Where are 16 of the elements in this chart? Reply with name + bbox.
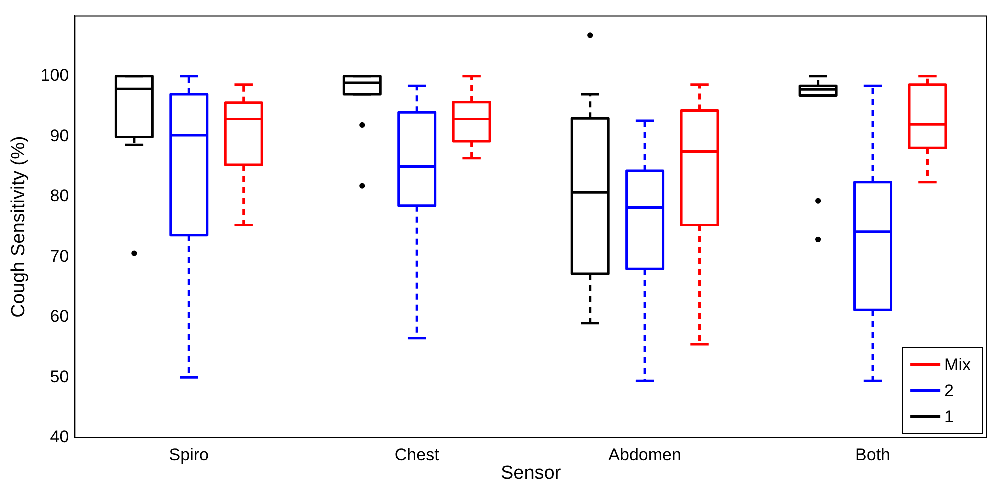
y-tick-label: 40 [50, 427, 70, 446]
y-tick-label: 100 [40, 66, 70, 86]
y-axis-title: Cough Sensitivity (%) [8, 136, 30, 318]
y-tick-label: 90 [50, 126, 70, 146]
legend-label: Mix [944, 355, 972, 374]
x-tick-label: Spiro [169, 446, 209, 465]
x-tick-label: Chest [394, 446, 440, 465]
x-tick-label: Abdomen [608, 446, 682, 465]
y-tick-label: 80 [50, 186, 70, 206]
legend-label: 1 [944, 407, 954, 426]
x-axis-title: Sensor [500, 462, 562, 484]
y-tick-label: 60 [50, 307, 70, 326]
x-tick-label: Both [856, 446, 891, 465]
y-tick-label: 50 [50, 367, 70, 386]
legend-label: 2 [944, 381, 954, 400]
y-tick-label: 70 [50, 246, 70, 266]
